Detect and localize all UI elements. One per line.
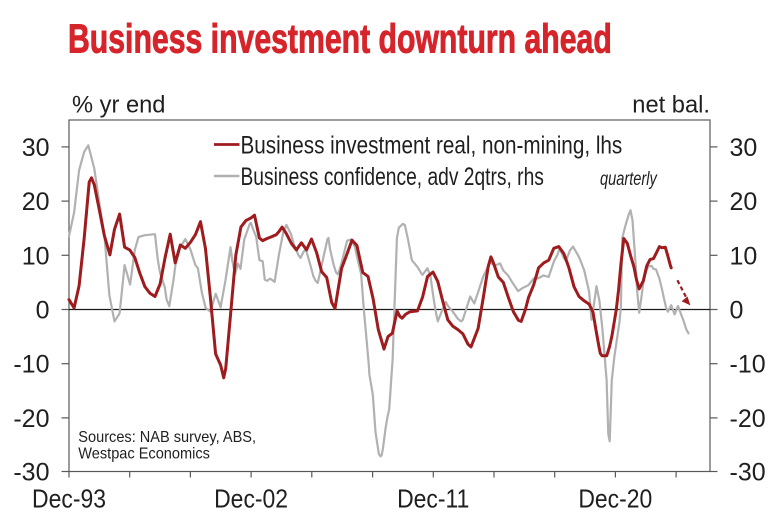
svg-text:0: 0 [36,297,50,325]
svg-text:-30: -30 [13,459,49,487]
svg-text:-30: -30 [730,459,766,487]
svg-text:-10: -10 [13,351,49,379]
svg-text:30: 30 [730,134,758,162]
svg-text:20: 20 [22,188,50,216]
svg-text:net bal.: net bal. [632,93,710,119]
svg-text:10: 10 [730,242,758,270]
svg-text:0: 0 [730,297,744,325]
svg-text:Dec-02: Dec-02 [214,485,288,513]
svg-text:Business confidence, adv 2qtrs: Business confidence, adv 2qtrs, rhs [241,162,544,190]
svg-text:quarterly: quarterly [600,167,658,190]
svg-text:Dec-11: Dec-11 [397,485,469,513]
svg-text:Business investment real, non-: Business investment real, non-mining, lh… [241,130,623,159]
svg-text:20: 20 [730,188,758,216]
svg-text:% yr end: % yr end [72,93,165,119]
svg-text:Business investment downturn a: Business investment downturn ahead [68,15,612,62]
svg-text:10: 10 [22,242,50,270]
svg-text:-20: -20 [730,405,766,433]
svg-text:Dec-20: Dec-20 [578,485,652,513]
svg-text:Westpac Economics: Westpac Economics [78,445,210,463]
svg-text:30: 30 [22,134,50,162]
svg-text:Dec-93: Dec-93 [32,485,106,513]
svg-text:-20: -20 [13,405,49,433]
svg-text:Sources: NAB survey, ABS,: Sources: NAB survey, ABS, [78,429,256,447]
svg-text:-10: -10 [730,351,766,379]
